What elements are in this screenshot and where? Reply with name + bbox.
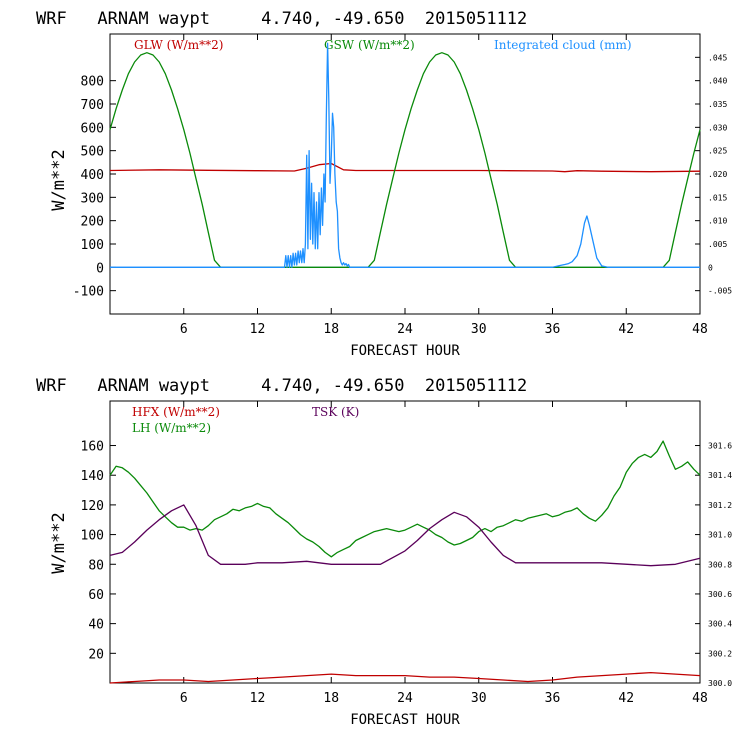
top-x-tick-label: 48: [692, 322, 708, 337]
top-y2-tick-label: .020: [708, 170, 727, 179]
top-x-tick-label: 42: [618, 322, 634, 337]
bottom-legend-tsk: TSK (K): [312, 405, 359, 419]
bottom-x-tick-label: 18: [323, 691, 339, 706]
top-y-tick-label: 400: [81, 168, 104, 183]
top-y2-tick-label: .025: [708, 147, 727, 156]
top-y-tick-label: -100: [73, 285, 104, 300]
bottom-y2-tick-label: 300.6: [708, 590, 732, 599]
bottom-x-tick-label: 6: [180, 691, 188, 706]
bottom-y2-tick-label: 300.8: [708, 560, 732, 569]
top-y-tick-label: 300: [81, 191, 104, 206]
top-y-tick-label: 600: [81, 121, 104, 136]
top-chart-title: WRF ARNAM waypt 4.740, -49.650 201505111…: [36, 9, 527, 29]
bottom-x-tick-label: 24: [397, 691, 413, 706]
top-y2-tick-label: .015: [708, 193, 727, 202]
top-y-tick-label: 700: [81, 98, 104, 113]
bottom-y2-tick-label: 300.0: [708, 679, 732, 688]
top-y2-tick-label: -.005: [708, 287, 732, 296]
bottom-y-tick-label: 40: [88, 618, 104, 633]
bottom-plot-frame: [109, 400, 701, 684]
top-x-tick-label: 36: [545, 322, 561, 337]
bottom-y-tick-label: 160: [81, 440, 104, 455]
top-legend-glw: GLW (W/m**2): [134, 38, 223, 52]
bottom-x-tick-label: 12: [250, 691, 266, 706]
bottom-chart: W/m**2 FORECAST HOUR HFX (W/m**2) LH (W/…: [49, 400, 732, 728]
bottom-y-tick-label: 120: [81, 499, 104, 514]
bottom-y2-tick-label: 301.6: [708, 442, 732, 451]
top-series-gsw-line: [109, 52, 701, 268]
bottom-legend-lh: LH (W/m**2): [132, 421, 211, 435]
bottom-x-axis-label: FORECAST HOUR: [350, 712, 460, 728]
top-y-axis-label: W/m**2: [49, 149, 69, 210]
top-x-tick-label: 6: [180, 322, 188, 337]
top-y-tick-label: 500: [81, 145, 104, 160]
bottom-x-tick-label: 42: [618, 691, 634, 706]
bottom-y2-tick-label: 301.2: [708, 501, 732, 510]
top-y2-tick-label: .030: [708, 123, 727, 132]
top-x-tick-label: 30: [471, 322, 487, 337]
bottom-series-tsk-line: [109, 504, 701, 567]
top-x-tick-label: 12: [250, 322, 266, 337]
bottom-y-tick-label: 20: [88, 647, 104, 662]
bottom-y2-tick-label: 301.4: [708, 471, 732, 480]
bottom-y2-tick-label: 300.4: [708, 620, 732, 629]
top-legend-gsw: GSW (W/m**2): [324, 38, 415, 52]
top-series-integrated-line: [110, 42, 700, 268]
top-y2-tick-label: .010: [708, 217, 727, 226]
top-x-tick-label: 18: [323, 322, 339, 337]
bottom-chart-title: WRF ARNAM waypt 4.740, -49.650 201505111…: [36, 376, 527, 396]
top-series-glw-line: [109, 162, 701, 173]
bottom-x-tick-label: 36: [545, 691, 561, 706]
bottom-y-tick-label: 100: [81, 529, 104, 544]
top-y-tick-label: 200: [81, 215, 104, 230]
top-y-tick-label: 800: [81, 75, 104, 90]
top-y2-tick-label: 0: [708, 263, 713, 272]
bottom-y-tick-label: 140: [81, 469, 104, 484]
top-y-tick-label: 100: [81, 238, 104, 253]
bottom-y-tick-label: 60: [88, 588, 104, 603]
bottom-y2-tick-label: 301.0: [708, 531, 732, 540]
top-chart: W/m**2 FORECAST HOUR GLW (W/m**2) GSW (W…: [49, 33, 732, 359]
bottom-y-axis-label: W/m**2: [49, 512, 69, 573]
top-y2-tick-label: .035: [708, 100, 727, 109]
bottom-legend-hfx: HFX (W/m**2): [132, 405, 220, 419]
bottom-x-tick-label: 30: [471, 691, 487, 706]
top-x-axis-label: FORECAST HOUR: [350, 343, 460, 359]
bottom-x-tick-label: 48: [692, 691, 708, 706]
top-plot-frame: [109, 33, 701, 315]
bottom-y2-tick-label: 300.2: [708, 649, 732, 658]
top-y2-tick-label: .045: [708, 53, 727, 62]
top-y-tick-label: 0: [96, 261, 104, 276]
top-y2-tick-label: .005: [708, 240, 727, 249]
bottom-series-hfx-line: [109, 671, 701, 684]
bottom-series-lh-line: [109, 440, 701, 558]
top-legend-cloud: Integrated cloud (mm): [494, 38, 632, 52]
top-x-tick-label: 24: [397, 322, 413, 337]
bottom-y-tick-label: 80: [88, 558, 104, 573]
top-y2-tick-label: .040: [708, 77, 727, 86]
